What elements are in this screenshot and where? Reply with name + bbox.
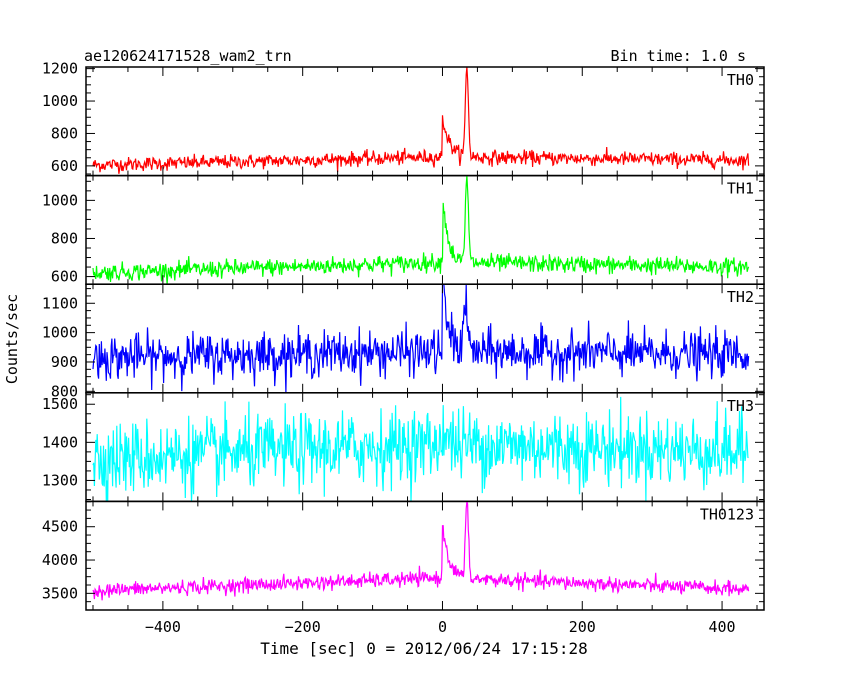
panel-label: TH0 <box>727 71 754 89</box>
y-tick-label: 800 <box>51 382 78 400</box>
panel-th2: 800 900 1000 1100 TH2 <box>42 283 765 400</box>
panel-th0: 600 800 1000 1200 TH0 <box>42 60 765 177</box>
series-line-th3 <box>92 396 749 502</box>
panel-label: TH3 <box>727 397 754 415</box>
y-tick-label: 1000 <box>42 324 78 342</box>
x-tick-label: 400 <box>709 618 736 636</box>
y-axis-label: Counts/sec <box>3 294 21 384</box>
y-tick-label: 3500 <box>42 584 78 602</box>
chart-title: ae120624171528_wam2_trn <box>84 47 292 65</box>
x-tick-label: −400 <box>145 618 181 636</box>
series-line-th0123 <box>92 501 750 601</box>
y-tick-label: 1200 <box>42 60 78 78</box>
y-tick-label: 1400 <box>42 433 78 451</box>
y-tick-label: 800 <box>51 229 78 247</box>
y-tick-label: 800 <box>51 124 78 142</box>
panel-label: TH2 <box>727 288 754 306</box>
y-tick-label: 1500 <box>42 395 78 413</box>
panel-frame <box>85 500 765 611</box>
panel-label: TH0123 <box>700 505 754 523</box>
series-line-th0 <box>92 66 750 174</box>
series-line-th1 <box>92 175 750 285</box>
y-tick-label: 1000 <box>42 191 78 209</box>
panels-group: 600 800 1000 1200 TH0 600 800 1000 TH1 800 900 1000… <box>42 60 765 636</box>
y-tick-label: 1300 <box>42 471 78 489</box>
y-tick-label: 4500 <box>42 518 78 536</box>
y-tick-label: 1000 <box>42 92 78 110</box>
y-tick-label: 900 <box>51 353 78 371</box>
panel-label: TH1 <box>727 180 754 198</box>
panel-th3: 1300 1400 1500 TH3 <box>42 392 765 503</box>
x-tick-label: −200 <box>285 618 321 636</box>
y-tick-label: 600 <box>51 157 78 175</box>
panel-th0123: 3500 4000 4500 TH0123 <box>42 500 765 611</box>
x-tick-label: 200 <box>569 618 596 636</box>
series-line-th2 <box>92 283 750 393</box>
y-tick-label: 1100 <box>42 294 78 312</box>
panel-th1: 600 800 1000 TH1 <box>42 174 765 286</box>
y-tick-label: 4000 <box>42 551 78 569</box>
x-tick-label: 0 <box>438 618 447 636</box>
x-axis-label: Time [sec] 0 = 2012/06/24 17:15:28 <box>260 639 588 658</box>
bin-time-label: Bin time: 1.0 s <box>611 47 746 65</box>
y-tick-label: 600 <box>51 268 78 286</box>
